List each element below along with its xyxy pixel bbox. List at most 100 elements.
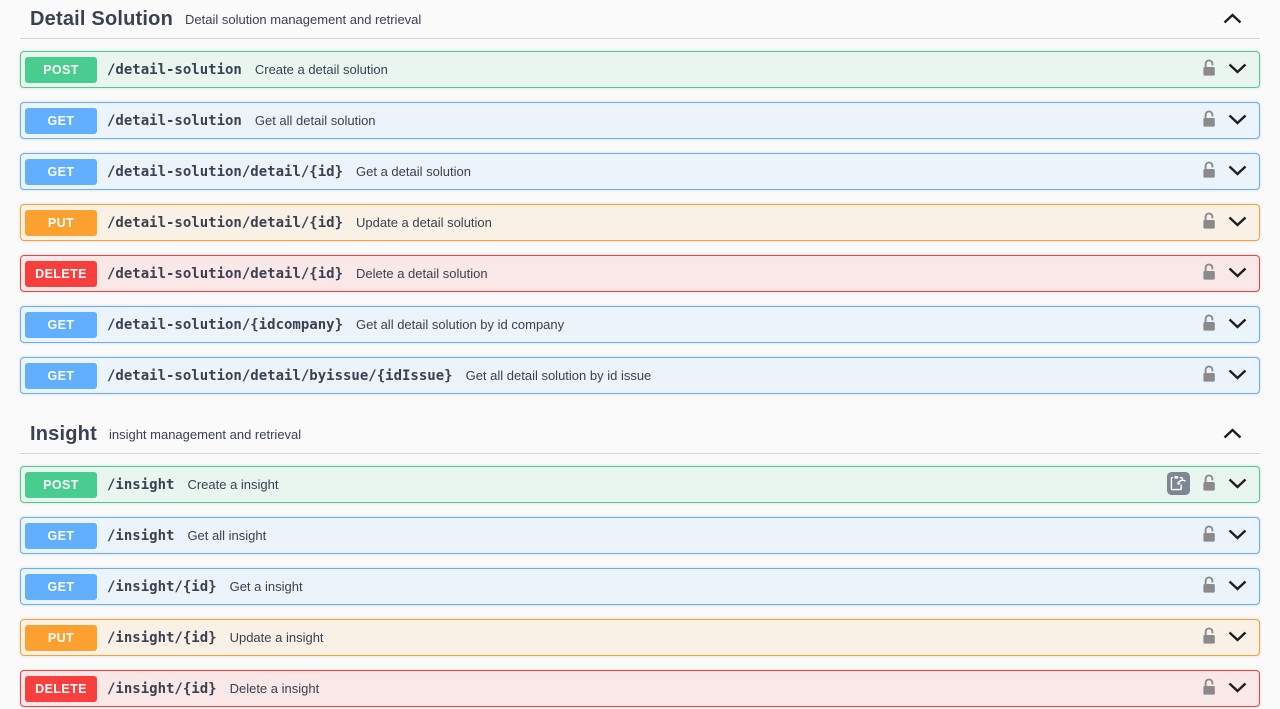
method-badge: GET [25,362,97,389]
operation-actions [1201,313,1247,336]
method-badge: GET [25,311,97,338]
authorize-lock-button[interactable] [1201,626,1217,649]
chevron-down-icon [1228,164,1247,179]
expand-operation-button[interactable] [1228,164,1247,179]
operation-row[interactable]: POST/detail-solution Create a detail solu… [20,51,1260,88]
authorize-lock-button[interactable] [1201,677,1217,700]
expand-operation-button[interactable] [1228,477,1247,492]
operation-actions [1201,677,1247,700]
chevron-down-icon [1228,681,1247,696]
unlocked-padlock-icon [1201,364,1217,387]
chevron-down-icon [1228,215,1247,230]
operation-path: /detail-solution/detail/{id} [107,163,344,180]
operation-row[interactable]: DELETE/insight/{id} Delete a insight [20,670,1260,707]
expand-operation-button[interactable] [1228,579,1247,594]
operation-description: Create a insight [187,477,279,492]
expand-operation-button[interactable] [1228,215,1247,230]
tag-header[interactable]: Detail Solution Detail solution managemen… [20,0,1260,39]
operation-row[interactable]: GET/detail-solution/detail/{id} Get a det… [20,153,1260,190]
method-badge: DELETE [25,260,97,287]
api-section-insight: Insight insight management and retrieval P… [20,408,1260,707]
method-badge: GET [25,573,97,600]
operation-description: Delete a insight [229,681,320,696]
authorize-lock-button[interactable] [1201,109,1217,132]
chevron-up-icon [1223,12,1242,27]
chevron-up-icon [1223,427,1242,442]
chevron-down-icon [1228,62,1247,77]
copy-to-clipboard-button[interactable] [1167,471,1190,498]
tag-header[interactable]: Insight insight management and retrieval [20,408,1260,454]
operation-description: Update a detail solution [356,215,492,230]
operation-description: Delete a detail solution [356,266,488,281]
operation-actions [1201,262,1247,285]
authorize-lock-button[interactable] [1201,160,1217,183]
collapse-section-button[interactable] [1219,423,1246,446]
expand-operation-button[interactable] [1228,266,1247,281]
expand-operation-button[interactable] [1228,681,1247,696]
operation-path: /detail-solution [107,61,242,78]
operation-actions [1201,160,1247,183]
authorize-lock-button[interactable] [1201,313,1217,336]
operation-path: /detail-solution/detail/byissue/{idIssue… [107,367,453,384]
authorize-lock-button[interactable] [1201,262,1217,285]
expand-operation-button[interactable] [1228,368,1247,383]
unlocked-padlock-icon [1201,58,1217,81]
method-badge: DELETE [25,675,97,702]
authorize-lock-button[interactable] [1201,473,1217,496]
unlocked-padlock-icon [1201,262,1217,285]
authorize-lock-button[interactable] [1201,364,1217,387]
operation-description: Get all detail solution by id issue [465,368,652,383]
chevron-down-icon [1228,113,1247,128]
operation-row[interactable]: GET/detail-solution Get all detail soluti… [20,102,1260,139]
expand-operation-button[interactable] [1228,62,1247,77]
unlocked-padlock-icon [1201,677,1217,700]
operation-row[interactable]: GET/insight Get all insight [20,517,1260,554]
operation-row[interactable]: PUT/detail-solution/detail/{id} Update a … [20,204,1260,241]
expand-operation-button[interactable] [1228,630,1247,645]
chevron-down-icon [1228,630,1247,645]
operation-path: /insight/{id} [107,680,217,697]
operation-actions [1201,58,1247,81]
authorize-lock-button[interactable] [1201,524,1217,547]
operation-path: /detail-solution [107,112,242,129]
operation-path: /insight [107,527,175,544]
operation-path: /detail-solution/{idcompany} [107,316,344,333]
operation-description: Get all detail solution [254,113,376,128]
operation-path: /insight [107,476,175,493]
method-badge: PUT [25,624,97,651]
operation-row[interactable]: DELETE/detail-solution/detail/{id} Delete… [20,255,1260,292]
section-subtitle: Detail solution management and retrieval [185,12,422,27]
chevron-down-icon [1228,579,1247,594]
operation-actions [1167,471,1247,498]
expand-operation-button[interactable] [1228,528,1247,543]
operation-row[interactable]: GET/detail-solution/detail/byissue/{idIs… [20,357,1260,394]
unlocked-padlock-icon [1201,473,1217,496]
chevron-down-icon [1228,368,1247,383]
authorize-lock-button[interactable] [1201,211,1217,234]
operation-actions [1201,364,1247,387]
collapse-section-button[interactable] [1219,8,1246,31]
operation-row[interactable]: PUT/insight/{id} Update a insight [20,619,1260,656]
authorize-lock-button[interactable] [1201,58,1217,81]
operation-description: Get all detail solution by id company [356,317,565,332]
method-badge: PUT [25,209,97,236]
operation-path: /detail-solution/detail/{id} [107,265,344,282]
operation-path: /insight/{id} [107,578,217,595]
operation-row[interactable]: GET/insight/{id} Get a insight [20,568,1260,605]
unlocked-padlock-icon [1201,524,1217,547]
operation-path: /detail-solution/detail/{id} [107,214,344,231]
unlocked-padlock-icon [1201,575,1217,598]
operation-description: Get all insight [187,528,267,543]
operation-description: Get a insight [229,579,303,594]
expand-operation-button[interactable] [1228,317,1247,332]
section-title: Insight [30,423,97,445]
operation-path: /insight/{id} [107,629,217,646]
expand-operation-button[interactable] [1228,113,1247,128]
operation-actions [1201,109,1247,132]
operation-row[interactable]: GET/detail-solution/{idcompany} Get all d… [20,306,1260,343]
method-badge: GET [25,522,97,549]
unlocked-padlock-icon [1201,626,1217,649]
section-title: Detail Solution [30,8,173,30]
authorize-lock-button[interactable] [1201,575,1217,598]
operation-row[interactable]: POST/insight Create a insight [20,466,1260,503]
